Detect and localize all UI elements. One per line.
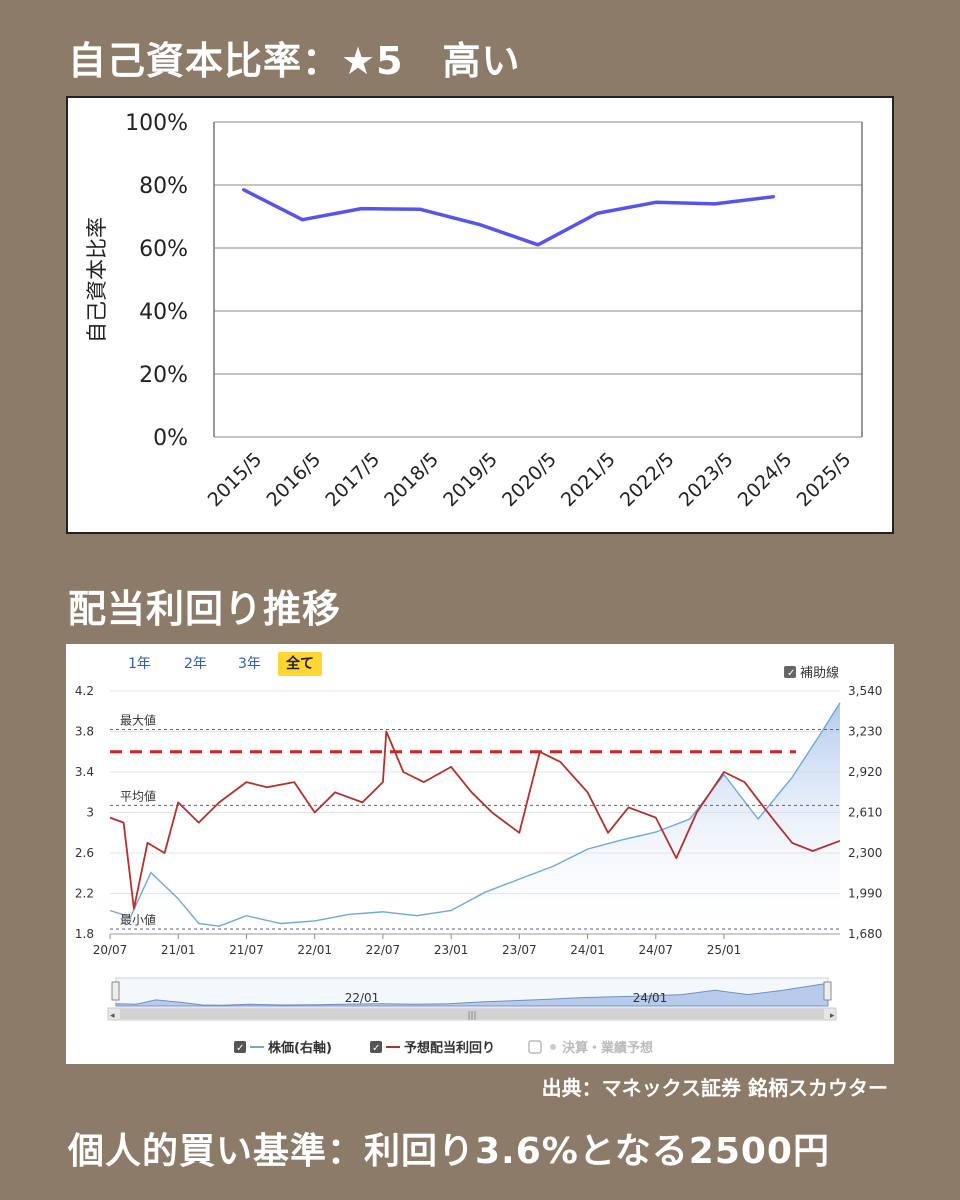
x-tick-label: 2021/5 bbox=[557, 448, 620, 511]
check-icon: ✓ bbox=[372, 1043, 380, 1054]
left-tick-label: 4.2 bbox=[75, 684, 94, 698]
equity-ratio-point bbox=[536, 243, 540, 247]
max-label: 最大値 bbox=[120, 712, 156, 727]
equity-ratio-point bbox=[595, 211, 599, 215]
x-tick-label: 21/07 bbox=[229, 943, 264, 957]
dividend-yield-chart-panel: 1年 2年 3年 全て ✓ 補助線 1.8 2.2 2.6 3 3.4 3.8 4.2 1,680 1,9… bbox=[66, 644, 894, 1064]
equity-ratio-point bbox=[359, 207, 363, 211]
x-tick-label: 2020/5 bbox=[498, 448, 561, 511]
equity-ratio-point bbox=[713, 202, 717, 206]
right-tick-label: 3,540 bbox=[848, 684, 882, 698]
x-tick-label: 2015/5 bbox=[204, 448, 267, 511]
navigator-label: 22/01 bbox=[345, 991, 380, 1005]
left-tick-label: 3.8 bbox=[75, 725, 94, 739]
y-tick-label: 60% bbox=[139, 237, 188, 262]
legend-price-checkbox[interactable] bbox=[234, 1041, 246, 1053]
right-tick-label: 2,300 bbox=[848, 846, 882, 860]
scroll-left-icon[interactable]: ◂ bbox=[110, 1011, 115, 1021]
dividend-yield-heading: 配当利回り推移 bbox=[68, 587, 342, 631]
x-tick-label: 2019/5 bbox=[439, 448, 502, 511]
equity-ratio-point bbox=[241, 188, 245, 192]
scrollbar-thumb[interactable] bbox=[120, 1009, 824, 1019]
aux-line-label: 補助線 bbox=[800, 665, 839, 681]
check-icon: ✓ bbox=[787, 668, 795, 679]
legend-yield-label: 予想配当利回り bbox=[404, 1040, 495, 1056]
left-tick-label: 2.2 bbox=[75, 887, 94, 901]
source-credit: 出典：マネックス証券 銘柄スカウター bbox=[541, 1076, 888, 1100]
equity-ratio-point bbox=[300, 218, 304, 222]
right-tick-label: 2,610 bbox=[848, 806, 882, 820]
left-tick-label: 3.4 bbox=[75, 765, 94, 779]
equity-ratio-point bbox=[772, 195, 776, 199]
equity-ratio-point bbox=[418, 207, 422, 211]
left-tick-label: 2.6 bbox=[75, 846, 94, 860]
legend-price-label: 株価(右軸) bbox=[268, 1040, 332, 1056]
right-tick-label: 1,680 bbox=[848, 927, 882, 941]
legend-earnings-label: 決算・業績予想 bbox=[562, 1040, 653, 1056]
y-tick-label: 80% bbox=[139, 174, 188, 199]
y-tick-label: 0% bbox=[153, 426, 188, 451]
x-tick-label: 2023/5 bbox=[675, 448, 738, 511]
scroll-right-icon[interactable]: ▸ bbox=[830, 1011, 835, 1021]
x-tick-label: 2022/5 bbox=[616, 448, 679, 511]
equity-ratio-point bbox=[477, 222, 481, 226]
x-tick-label: 21/01 bbox=[161, 943, 196, 957]
x-tick-label: 2016/5 bbox=[262, 448, 325, 511]
right-tick-label: 2,920 bbox=[848, 765, 882, 779]
x-tick-label: 25/01 bbox=[707, 943, 742, 957]
x-tick-label: 20/07 bbox=[93, 943, 128, 957]
legend-earnings-marker bbox=[550, 1044, 556, 1050]
y-tick-label: 40% bbox=[139, 300, 188, 325]
aux-line-checkbox[interactable] bbox=[784, 666, 796, 678]
left-tick-label: 1.8 bbox=[75, 927, 94, 941]
min-label: 最小値 bbox=[120, 912, 156, 927]
x-tick-label: 2017/5 bbox=[321, 448, 384, 511]
x-tick-label: 2024/5 bbox=[734, 448, 797, 511]
legend-yield-checkbox[interactable] bbox=[370, 1041, 382, 1053]
scrollbar-grip-icon: ||| bbox=[467, 1011, 476, 1021]
price-area bbox=[110, 702, 840, 934]
navigator-right-handle[interactable] bbox=[823, 981, 832, 1001]
yield-line bbox=[109, 730, 841, 910]
right-tick-label: 3,230 bbox=[848, 725, 882, 739]
equity-ratio-line bbox=[242, 188, 774, 247]
legend-earnings-checkbox[interactable] bbox=[528, 1040, 542, 1054]
right-tick-label: 1,990 bbox=[848, 887, 882, 901]
x-tick-label: 23/07 bbox=[502, 943, 537, 957]
navigator-series bbox=[115, 982, 829, 1007]
x-tick-label: 24/07 bbox=[638, 943, 673, 957]
x-tick-label: 22/07 bbox=[366, 943, 401, 957]
buy-criteria-text: 個人的買い基準：利回り3.6%となる2500円 bbox=[68, 1131, 830, 1172]
equity-ratio-chart-panel: 0% 20% 40% 60% 80% 100% 自己資本比率 2015/5 2016/5 2017… bbox=[66, 96, 894, 534]
equity-ratio-heading: 自己資本比率：★5 高い bbox=[68, 39, 521, 83]
x-tick-label: 23/01 bbox=[434, 943, 469, 957]
y-tick-label: 100% bbox=[125, 111, 188, 136]
price-line bbox=[109, 702, 841, 927]
y-tick-label: 20% bbox=[139, 363, 188, 388]
navigator-label: 24/01 bbox=[633, 991, 668, 1005]
tab-period-3[interactable]: 3年 bbox=[238, 656, 261, 672]
tab-period-2[interactable]: 2年 bbox=[184, 656, 207, 672]
tab-period-4[interactable]: 全て bbox=[278, 652, 322, 676]
check-icon: ✓ bbox=[236, 1043, 244, 1054]
equity-ratio-chart: 0% 20% 40% 60% 80% 100% 自己資本比率 2015/52016/52017… bbox=[85, 111, 863, 511]
navigator-left-handle[interactable] bbox=[111, 981, 120, 1001]
x-tick-label: 2018/5 bbox=[380, 448, 443, 511]
x-tick-label: 2025/5 bbox=[793, 448, 856, 511]
y-axis-label: 自己資本比率 bbox=[85, 217, 109, 343]
avg-label: 平均値 bbox=[120, 788, 156, 803]
tab-period-1[interactable]: 1年 bbox=[128, 656, 151, 672]
dividend-yield-chart: ✓ 補助線 1.8 2.2 2.6 3 3.4 3.8 4.2 1,680 1,990 2,300 2,… bbox=[75, 665, 882, 1056]
x-tick-label: 22/01 bbox=[297, 943, 332, 957]
left-tick-label: 3 bbox=[86, 806, 94, 820]
equity-ratio-point bbox=[654, 200, 658, 204]
x-tick-label: 24/01 bbox=[570, 943, 605, 957]
